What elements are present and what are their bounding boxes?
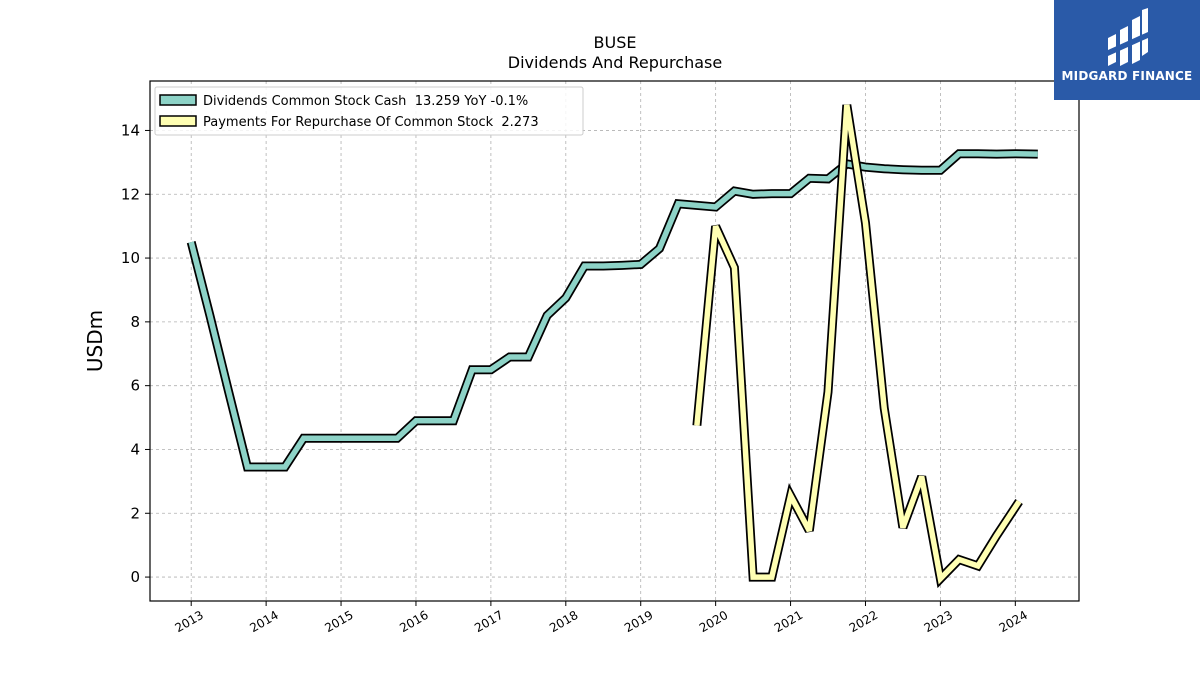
x-tick-label: 2022 <box>847 608 880 635</box>
y-tick-label: 4 <box>130 440 140 458</box>
plot-frame <box>149 80 1080 602</box>
legend: Dividends Common Stock Cash 13.259 YoY -… <box>154 86 584 136</box>
x-tick-label: 2015 <box>322 608 355 635</box>
x-axis: 2013 2014 2015 2016 2017 2018 2019 2020 2021 2022… <box>172 601 1030 635</box>
y-tick-label: 14 <box>121 121 140 139</box>
y-tick-label: 6 <box>130 377 140 395</box>
brand-logo: MIDGARD FINANCE <box>1054 0 1200 100</box>
legend-swatch-repurchase <box>159 115 197 127</box>
y-tick-label: 10 <box>121 249 140 267</box>
series-outline-0 <box>186 149 1038 472</box>
legend-label-repurchase: Payments For Repurchase Of Common Stock … <box>203 115 539 130</box>
midgard-logo-icon <box>1108 8 1148 66</box>
series-line-0 <box>188 150 1038 470</box>
x-tick-label: 2019 <box>622 608 655 635</box>
chart-subtitle: Dividends And Repurchase <box>508 53 722 72</box>
x-tick-label: 2013 <box>172 608 205 635</box>
legend-label-dividends: Dividends Common Stock Cash 13.259 YoY -… <box>203 94 528 109</box>
y-axis: 0 2 4 6 8 10 12 14 <box>121 121 150 586</box>
grid-lines <box>150 81 1079 601</box>
plot-area <box>186 104 1038 589</box>
legend-box <box>154 86 584 136</box>
x-tick-label: 2024 <box>997 608 1030 635</box>
x-tick-label: 2021 <box>772 608 805 635</box>
y-axis-label: USDm <box>83 310 107 372</box>
x-tick-label: 2020 <box>697 608 730 635</box>
x-tick-label: 2016 <box>397 608 430 635</box>
x-tick-label: 2018 <box>547 608 580 635</box>
y-tick-label: 2 <box>130 504 140 522</box>
legend-swatch-dividends <box>159 94 197 106</box>
x-tick-label: 2014 <box>247 608 280 635</box>
series-line-1 <box>694 104 1022 585</box>
y-tick-label: 8 <box>130 313 140 331</box>
brand-name: MIDGARD FINANCE <box>1061 69 1193 83</box>
chart-title: BUSE <box>594 33 637 52</box>
x-tick-label: 2023 <box>922 608 955 635</box>
x-tick-label: 2017 <box>472 608 505 635</box>
y-tick-label: 0 <box>130 568 140 586</box>
y-tick-label: 12 <box>121 185 140 203</box>
